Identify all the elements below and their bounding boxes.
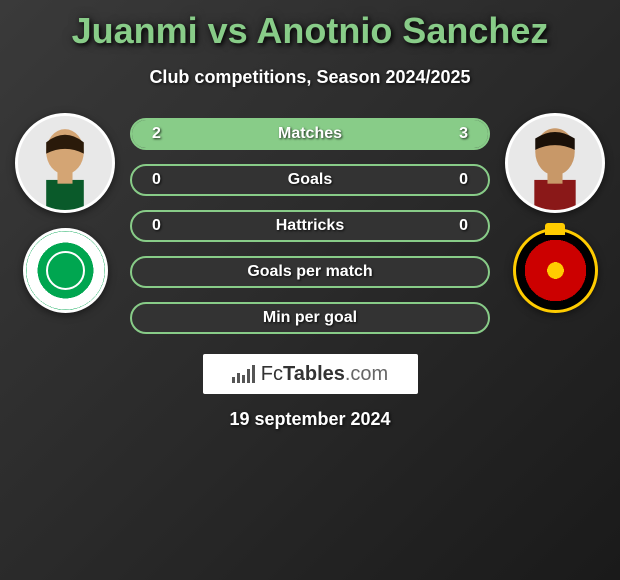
stat-label: Goals xyxy=(288,171,332,189)
branding-tables: Tables xyxy=(283,363,345,385)
stat-right-value: 0 xyxy=(459,171,468,189)
stat-bar: Goals per match xyxy=(130,256,490,288)
page-title: Juanmi vs Anotnio Sanchez xyxy=(0,10,620,52)
player-left-photo xyxy=(15,113,115,213)
chart-icon xyxy=(232,365,255,383)
branding-box: FcTables.com xyxy=(203,354,418,394)
player-left-column xyxy=(10,113,120,313)
main-container: Juanmi vs Anotnio Sanchez Club competiti… xyxy=(0,0,620,440)
stat-bar: Min per goal xyxy=(130,302,490,334)
comparison-section: 2 Matches 3 0 Goals 0 0 Hattricks 0 Goals per mat… xyxy=(0,113,620,334)
stat-left-value: 2 xyxy=(152,125,161,143)
stat-bar: 0 Hattricks 0 xyxy=(130,210,490,242)
branding-text: FcTables.com xyxy=(261,363,388,386)
player-right-column xyxy=(500,113,610,313)
stat-label: Min per goal xyxy=(263,309,357,327)
club-right-badge xyxy=(513,228,598,313)
stat-label: Goals per match xyxy=(247,263,372,281)
stat-bar: 0 Goals 0 xyxy=(130,164,490,196)
subtitle: Club competitions, Season 2024/2025 xyxy=(0,67,620,88)
stat-label: Matches xyxy=(278,125,342,143)
player-right-photo xyxy=(505,113,605,213)
stat-right-value: 3 xyxy=(459,125,468,143)
club-left-badge xyxy=(23,228,108,313)
player-avatar-icon xyxy=(18,116,112,210)
branding-com: .com xyxy=(345,363,388,385)
date-text: 19 september 2024 xyxy=(0,409,620,430)
stat-label: Hattricks xyxy=(276,217,344,235)
stat-bar: 2 Matches 3 xyxy=(130,118,490,150)
player-avatar-icon xyxy=(508,116,602,210)
stats-column: 2 Matches 3 0 Goals 0 0 Hattricks 0 Goals per mat… xyxy=(130,113,490,334)
stat-left-value: 0 xyxy=(152,217,161,235)
stat-left-value: 0 xyxy=(152,171,161,189)
stat-right-value: 0 xyxy=(459,217,468,235)
branding-fc: Fc xyxy=(261,363,283,385)
